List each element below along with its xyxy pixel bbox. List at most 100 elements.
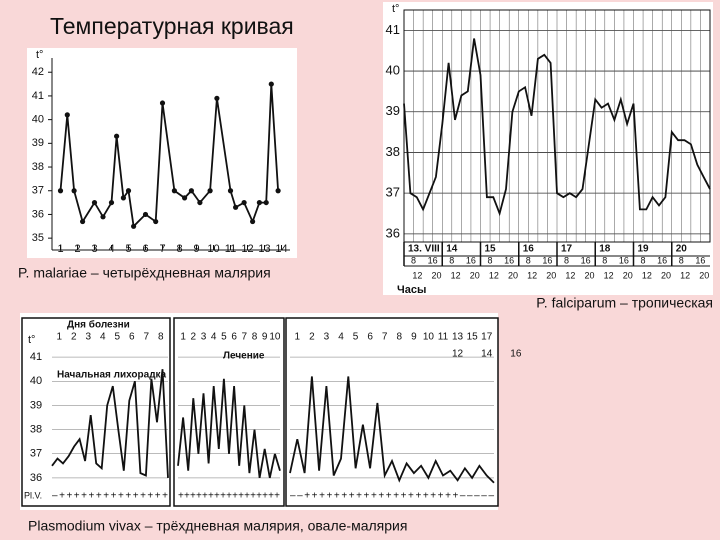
day-label: 1 [56,332,62,343]
day-label: 8 [252,332,258,343]
panel-frame [21,317,171,507]
day-label: 16 [510,349,522,360]
hour-label: 12 [412,270,422,280]
day-label: 5 [114,332,120,343]
hour-label: 12 [604,270,614,280]
point [250,218,256,225]
y-tick-label: 36 [32,208,44,220]
point [80,218,86,225]
point [120,195,126,201]
hour-label: 16 [466,255,476,265]
day-label: 18 [599,244,611,255]
hour-label: 12 [527,270,537,280]
day-label: 4 [338,332,344,343]
day-label: 3 [324,332,330,343]
hour-label: 16 [542,255,552,265]
day-label: 17 [481,332,493,343]
panel-falciparum [383,2,713,295]
y-tick-label: 39 [30,399,42,411]
day-label: 15 [467,332,479,343]
day-label: 9 [262,332,268,343]
day-label: 6 [367,332,373,343]
hour-label: 20 [699,270,709,280]
y-tick-label: 41 [30,351,42,363]
day-label: 7 [382,332,388,343]
day-label: 13 [452,332,464,343]
day-label: 1 [180,332,186,343]
point [256,199,262,206]
day-label: 16 [523,244,535,255]
day-label: 17 [561,244,573,255]
hour-label: 20 [661,270,671,280]
parasite-row: + + + + + + + + + + + + + + + + + [178,491,280,502]
hour-label: 8 [411,255,416,265]
y-tick-label: 41 [32,90,44,102]
y-tick-label: 41 [386,22,400,37]
hour-label: 12 [565,270,575,280]
day-label: 7 [143,332,149,343]
hour-label: 8 [641,255,646,265]
y-tick-label: 40 [386,62,400,77]
parasite-row: – – + + + + + + + + + + + + + + + + + + … [290,491,494,502]
point [227,188,234,194]
hour-label: 8 [449,255,454,265]
y-tick-label: 37 [30,448,42,460]
point [131,223,137,229]
day-label: 6 [231,332,237,343]
hour-label: 12 [642,270,652,280]
point [241,199,247,206]
temperature-line [289,376,495,484]
day-label: 2 [309,332,315,343]
hour-label: 8 [488,255,493,265]
row-label: Pl.V. [24,490,42,500]
point [125,188,132,194]
hour-label: 20 [432,270,442,280]
y-tick-label: 36 [30,472,42,484]
y-tick-label: 38 [32,161,44,173]
hour-label: 20 [470,270,480,280]
day-label: 19 [638,244,650,255]
y-axis-label: t° [392,3,399,15]
day-label: 4 [211,332,217,343]
point [188,188,194,194]
hour-label: 20 [546,270,556,280]
point [64,112,70,118]
point [214,95,220,101]
slide-title: Температурная кривая [50,13,294,39]
temperature-line [51,369,169,478]
y-tick-label: 38 [30,423,42,435]
hour-label: 20 [508,270,518,280]
day-label: 2 [71,332,77,343]
point [159,100,166,106]
point [197,199,203,206]
day-label: 6 [129,332,135,343]
day-label: 4 [100,332,106,343]
y-tick-label: 36 [386,225,400,240]
temperature-line [59,84,279,229]
day-label: 14 [446,244,458,255]
panel-malariae [27,48,297,258]
hour-label: 16 [504,255,514,265]
hour-label: 12 [489,270,499,280]
temperature-line [403,38,711,217]
day-label: 3 [201,332,207,343]
point [100,214,106,220]
point [233,204,239,210]
hour-label: 16 [619,255,629,265]
y-tick-label: 35 [32,232,44,244]
y-tick-label: 42 [32,66,44,78]
day-label: 20 [676,244,688,255]
day-label: 11 [438,332,449,343]
caption: P. malariae – четырёхдневная малярия [18,265,271,281]
day-label: 12 [452,349,464,360]
hour-label: 16 [581,255,591,265]
point [268,81,274,87]
y-tick-label: 38 [386,144,400,159]
point [142,211,149,218]
day-label: 15 [485,244,497,255]
y-tick-label: 40 [32,114,44,126]
day-label: 13. VIII [408,244,440,255]
x-axis-label: Часы [397,284,426,296]
hour-label: 8 [602,255,607,265]
parasite-row: – + + + + + + + + + + + + + + + [52,491,168,502]
